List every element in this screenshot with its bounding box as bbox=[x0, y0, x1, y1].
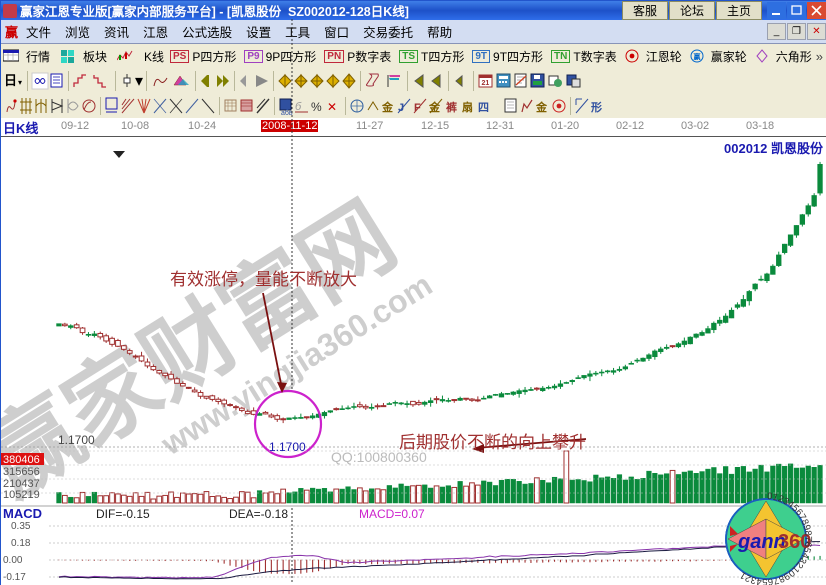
svg-text:0.35: 0.35 bbox=[11, 521, 31, 532]
svg-text:DEA=-0.18: DEA=-0.18 bbox=[229, 507, 288, 521]
svg-text:MACD: MACD bbox=[3, 506, 42, 521]
svg-text:105219: 105219 bbox=[3, 489, 40, 501]
svg-text:1.1700: 1.1700 bbox=[58, 433, 95, 447]
svg-text:0.00: 0.00 bbox=[3, 555, 23, 566]
svg-text:DIF=-0.15: DIF=-0.15 bbox=[96, 507, 150, 521]
svg-text:315656: 315656 bbox=[3, 466, 40, 478]
svg-text:-0.17: -0.17 bbox=[3, 572, 26, 583]
svg-text:MACD=0.07: MACD=0.07 bbox=[359, 507, 425, 521]
svg-text:380406: 380406 bbox=[3, 454, 40, 466]
svg-text:0.18: 0.18 bbox=[11, 538, 31, 549]
